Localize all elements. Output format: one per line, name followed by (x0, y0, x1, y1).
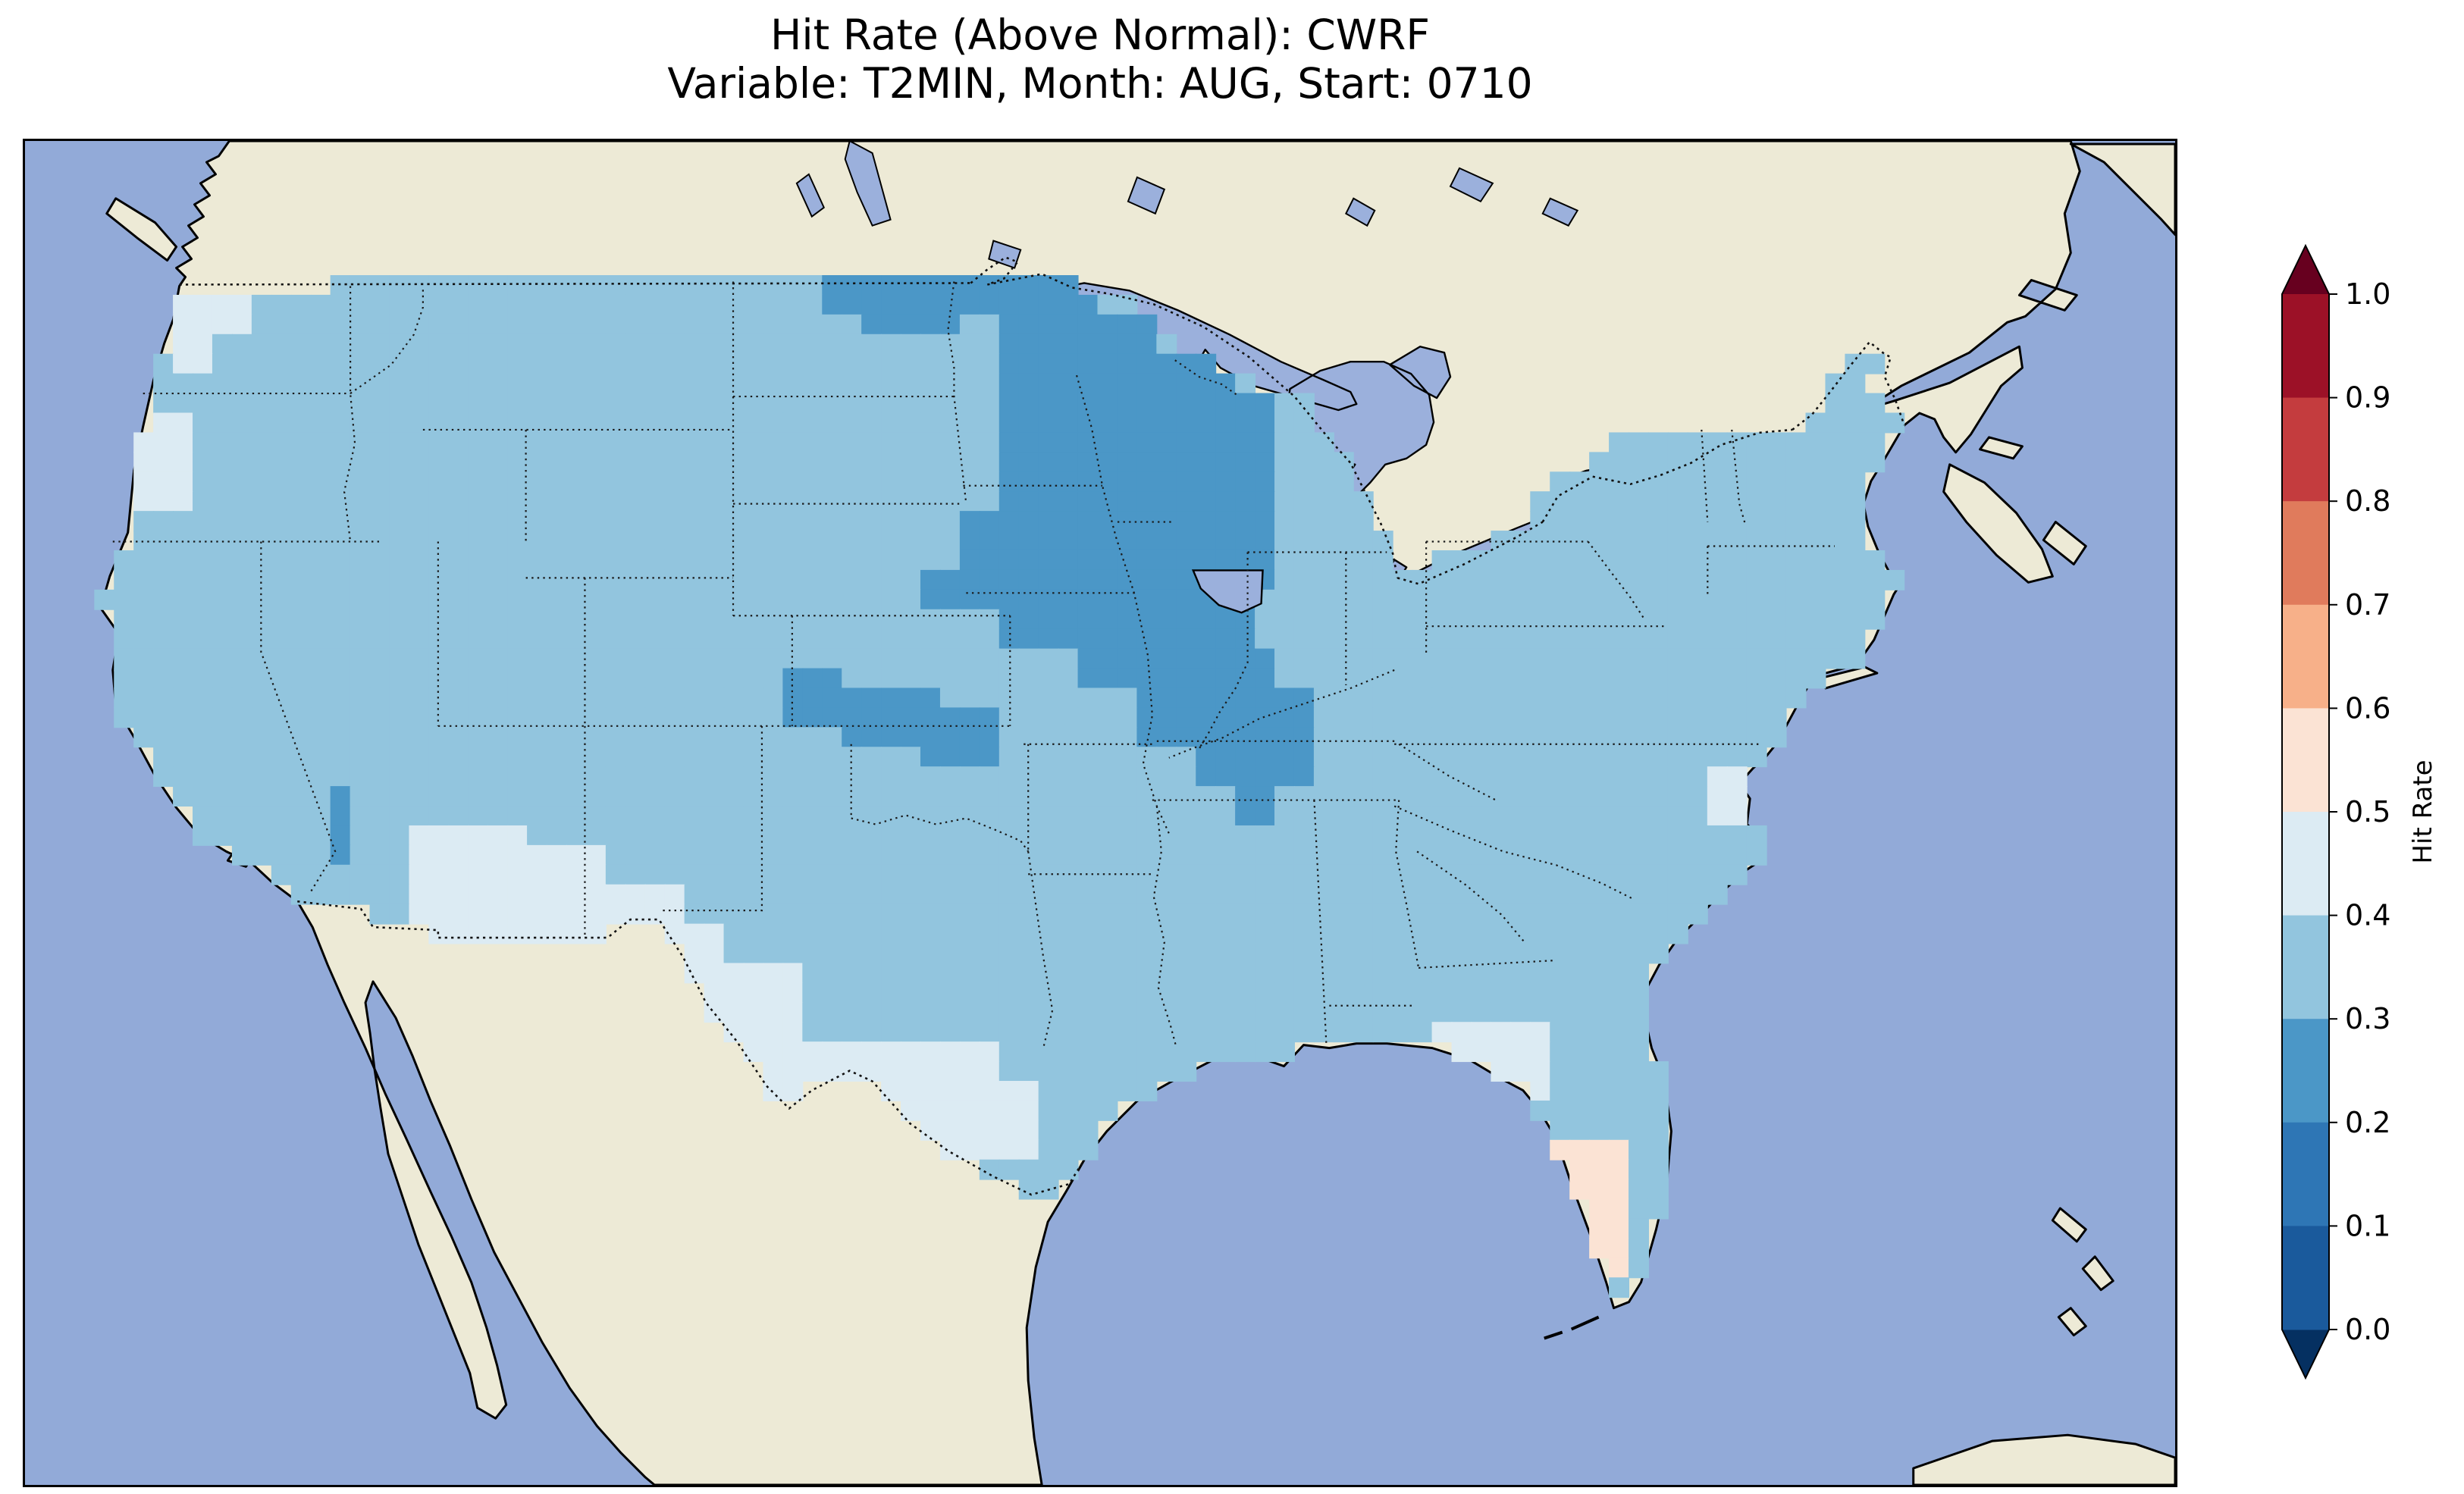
colorbar-over-arrow (2282, 246, 2329, 294)
colorbar-tick-label: 0.3 (2345, 1002, 2390, 1035)
map-panel (23, 139, 2177, 1487)
colorbar: 1.0 0.9 0.8 0.7 0.6 0.5 0.4 0.3 0.2 0.1 0.0 Hit Ra… (2240, 243, 2460, 1402)
colorbar-under-arrow (2282, 1330, 2329, 1378)
colorbar-axis-label: Hit Rate (2408, 760, 2438, 863)
colorbar-tick-label: 0.9 (2345, 381, 2390, 415)
lake-michigan-south (1191, 569, 1264, 614)
colorbar-tick-label: 0.0 (2345, 1313, 2390, 1346)
florida-keys (1544, 1315, 1600, 1340)
canada-lakes (795, 141, 1579, 269)
colorbar-ticks: 1.0 0.9 0.8 0.7 0.6 0.5 0.4 0.3 0.2 0.1 0.0 (2329, 277, 2390, 1346)
plot-title-line1: Hit Rate (Above Normal): CWRF (770, 11, 1430, 59)
plot-title: Hit Rate (Above Normal): CWRF Variable: … (23, 11, 2177, 108)
colorbar-segments (2282, 246, 2329, 1378)
state-borders (112, 281, 1835, 1048)
colorbar-tick-label: 0.8 (2345, 484, 2390, 518)
us-hit-rate-map (25, 141, 2175, 1485)
colorbar-svg: 1.0 0.9 0.8 0.7 0.6 0.5 0.4 0.3 0.2 0.1 0.0 Hit Ra… (2281, 243, 2438, 1380)
data-grid (94, 275, 1905, 1298)
colorbar-tick-label: 0.6 (2345, 691, 2390, 725)
colorbar-tick-label: 0.7 (2345, 588, 2390, 622)
plot-title-line2: Variable: T2MIN, Month: AUG, Start: 0710 (667, 59, 1533, 108)
colorbar-tick-label: 0.5 (2345, 795, 2390, 828)
colorbar-tick-label: 0.4 (2345, 899, 2390, 932)
colorbar-tick-label: 0.1 (2345, 1209, 2390, 1242)
colorbar-tick-label: 1.0 (2345, 277, 2390, 311)
country-borders (179, 256, 1905, 1196)
colorbar-tick-label: 0.2 (2345, 1106, 2390, 1139)
